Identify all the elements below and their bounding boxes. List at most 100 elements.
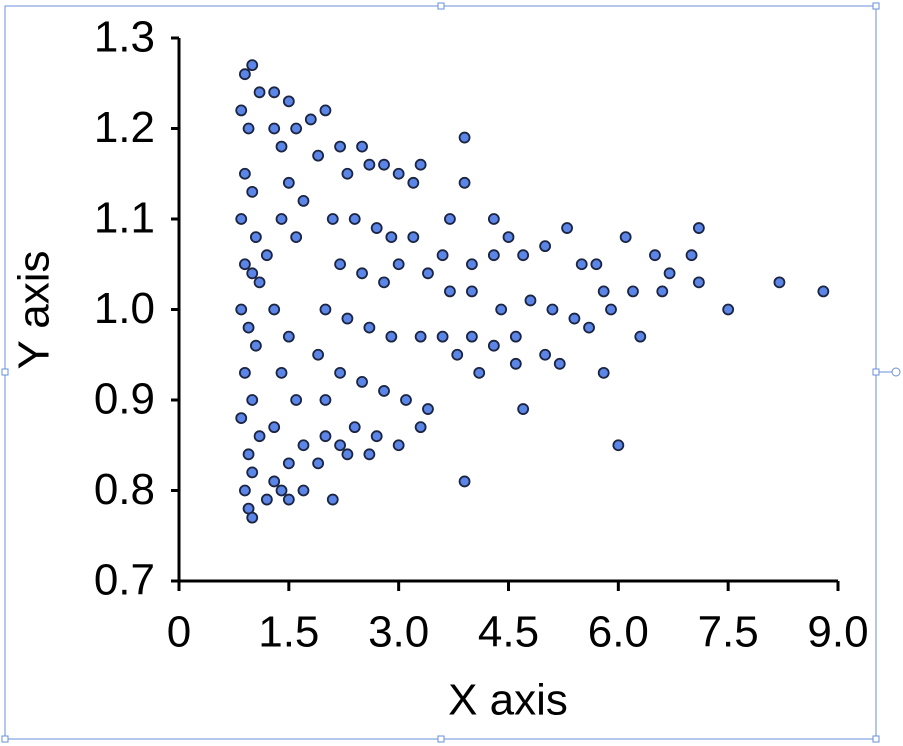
point [553,357,566,370]
point [249,231,262,244]
point [597,285,610,298]
point [509,330,522,343]
point [495,303,508,316]
point [282,330,295,343]
point [253,430,266,443]
point [242,122,255,135]
point [583,321,595,334]
point [502,231,515,244]
x-tick-label: 1.5 [258,608,319,657]
point [458,131,471,144]
point [773,276,786,289]
point [465,285,478,298]
point [378,158,390,171]
point [436,249,449,262]
point [235,412,248,425]
handle [872,735,880,743]
point [282,95,295,108]
point [260,493,273,506]
point [290,122,303,135]
point [465,258,478,271]
point [304,113,317,126]
point [246,267,259,280]
point [685,249,698,262]
point [473,366,486,379]
point [275,213,288,225]
point [524,294,537,307]
handle [437,2,445,10]
point [663,267,676,280]
y-tick-label: 0.8 [94,465,155,514]
point [319,430,332,443]
point [356,375,368,388]
point [458,475,471,488]
x-tick-label: 0 [167,608,191,657]
point [282,457,295,470]
point [275,366,288,379]
point [378,276,390,289]
point [246,59,259,72]
point [392,167,405,180]
point [319,394,332,406]
point [378,385,390,397]
point [260,249,273,262]
point [612,439,625,452]
point [290,394,303,406]
point [392,258,405,271]
point [238,484,251,497]
point [246,466,259,479]
point [692,276,705,289]
point [619,231,632,244]
point [246,394,259,406]
point [590,258,603,271]
point [238,68,251,81]
point [568,312,581,325]
point [692,222,705,234]
point [517,249,530,262]
point [312,149,325,162]
point [458,176,471,189]
y-tick-label: 1.3 [94,13,155,62]
point [363,158,376,171]
point [282,176,295,189]
x-tick-label: 6.0 [588,608,649,657]
point [392,439,405,452]
point [422,267,434,280]
point [242,448,255,461]
point [341,448,354,461]
point [451,348,464,361]
y-tick-label: 0.7 [94,556,155,605]
point [238,366,251,379]
point [414,330,427,343]
point [334,140,346,153]
point [319,303,332,316]
point [238,258,251,271]
point [444,213,456,225]
point [385,231,398,244]
point [246,185,259,198]
point [268,303,281,316]
point [539,240,552,253]
point [656,285,669,298]
point [634,330,647,343]
x-tick-label: 7.5 [698,608,759,657]
point [249,339,262,352]
point [319,104,332,117]
point [297,439,310,452]
point [253,86,266,99]
point [242,321,255,334]
x-tick-label: 3.0 [368,608,429,657]
handle [872,2,880,10]
point [400,394,412,406]
point [235,303,248,316]
point [465,330,478,343]
point [253,276,266,289]
point [268,122,281,135]
point [326,213,339,225]
y-tick-label: 0.9 [94,375,155,424]
point [605,303,617,316]
point [348,421,361,434]
point [649,249,661,262]
point [517,403,530,415]
